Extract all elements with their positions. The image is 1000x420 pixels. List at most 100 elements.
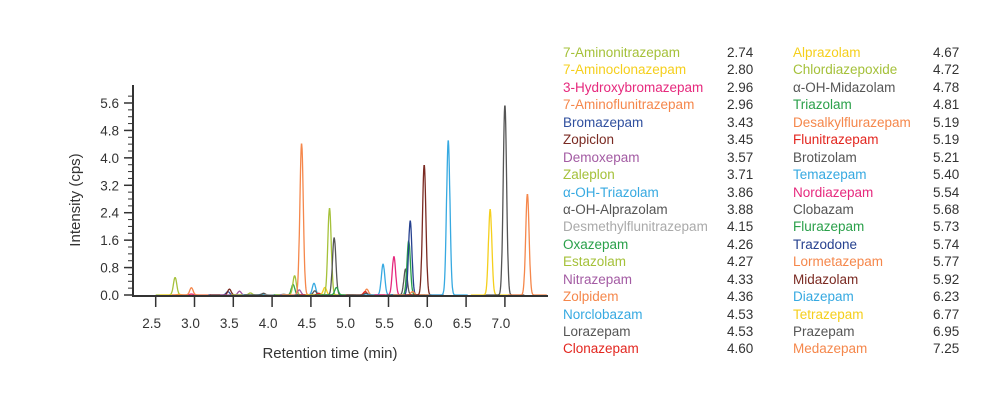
legend-retention-time: 2.96 xyxy=(727,79,754,95)
legend-item: Clobazam 5.68 xyxy=(793,201,983,218)
legend-compound-name: 7-Aminoflunitrazepam xyxy=(563,97,695,113)
legend-item: Demoxepam 3.57 xyxy=(563,149,763,166)
legend-retention-time: 2.96 xyxy=(727,97,754,113)
legend-retention-time: 5.19 xyxy=(933,132,960,148)
x-tick-label: 3.5 xyxy=(220,316,239,331)
legend-compound-name: Alprazolam xyxy=(793,45,861,60)
legend-item: Temazepam 5.40 xyxy=(793,166,983,183)
legend-item: 7-Aminoflunitrazepam 2.96 xyxy=(563,96,763,113)
y-tick-label: 4.8 xyxy=(100,123,119,138)
peak-tetrazepam xyxy=(470,208,510,296)
legend-compound-name: 3-Hydroxybromazepam xyxy=(563,79,704,95)
legend-compound-name: Norclobazam xyxy=(563,306,643,322)
legend-item: Nitrazepam 4.33 xyxy=(563,271,763,288)
legend-item: Zaleplon 3.71 xyxy=(563,166,763,183)
x-axis-title: Retention time (min) xyxy=(262,345,397,362)
y-tick-label: 3.2 xyxy=(100,178,119,193)
y-tick-label: 0.8 xyxy=(100,261,119,276)
legend-item: Prazepam 6.95 xyxy=(793,323,983,340)
x-tick-label: 4.0 xyxy=(259,316,278,331)
x-tick-label: 7.0 xyxy=(492,316,511,331)
peak-chlordiazepoxide xyxy=(310,207,349,296)
legend-retention-time: 4.36 xyxy=(727,289,754,305)
x-tick-label: 5.5 xyxy=(375,316,394,331)
legend-compound-name: Lormetazepam xyxy=(793,254,884,270)
legend-compound-name: α-OH-Alprazolam xyxy=(563,201,668,217)
legend-retention-time: 2.80 xyxy=(727,62,754,78)
legend-retention-time: 4.15 xyxy=(727,219,754,235)
legend-compound-name: Tetrazepam xyxy=(793,306,864,322)
legend-item: Chlordiazepoxide 4.72 xyxy=(793,61,983,78)
legend-retention-time: 7.25 xyxy=(933,341,960,357)
legend-compound-name: 7-Aminoclonazepam xyxy=(563,62,687,78)
legend-compound-name: Lorazepam xyxy=(563,324,631,339)
legend-retention-time: 4.26 xyxy=(727,236,754,252)
legend-retention-time: 5.74 xyxy=(933,236,960,252)
legend-item: α-OH-Triazolam 3.86 xyxy=(563,184,763,201)
legend-compound-name: Triazolam xyxy=(793,97,852,113)
y-tick-label: 2.4 xyxy=(100,206,119,221)
legend-item: Flurazepam 5.73 xyxy=(793,218,983,235)
legend-compound-name: Prazepam xyxy=(793,324,855,339)
legend-compound-name: Flunitrazepam xyxy=(793,132,879,148)
legend-retention-time: 6.95 xyxy=(933,324,960,339)
legend-item: Tetrazepam 6.77 xyxy=(793,306,983,323)
legend-compound-name: Zopiclon xyxy=(563,132,615,148)
legend-compound-name: Zolpidem xyxy=(563,289,619,305)
legend-item: Zolpidem 4.36 xyxy=(563,288,763,305)
y-axis-title: Intensity (cps) xyxy=(67,153,84,246)
legend-compound-name: Estazolam xyxy=(563,254,627,270)
y-tick-label: 4.0 xyxy=(100,151,119,166)
legend-compound-name: Clobazam xyxy=(793,201,854,217)
legend-item: Desalkylflurazepam 5.19 xyxy=(793,114,983,131)
peak-prazepam xyxy=(485,105,525,296)
legend-item: Midazolam 5.92 xyxy=(793,271,983,288)
legend-retention-time: 3.86 xyxy=(727,184,754,200)
x-tick-label: 3.0 xyxy=(181,316,200,331)
legend-retention-time: 4.67 xyxy=(933,45,960,60)
x-tick-label: 6.5 xyxy=(453,316,472,331)
legend-retention-time: 5.68 xyxy=(933,201,960,217)
legend-retention-time: 4.53 xyxy=(727,306,754,322)
legend-retention-time: 5.77 xyxy=(933,254,960,270)
x-tick-label: 6.0 xyxy=(414,316,433,331)
legend-item: Zopiclon 3.45 xyxy=(563,131,763,148)
legend-retention-time: 6.23 xyxy=(933,289,960,305)
legend-item: Estazolam 4.27 xyxy=(563,253,763,270)
legend-compound-name: Nordiazepam xyxy=(793,184,874,200)
legend-retention-time: 5.92 xyxy=(933,271,960,287)
y-tick-label: 5.6 xyxy=(100,96,119,111)
legend-retention-time: 5.19 xyxy=(933,114,960,130)
legend-retention-time: 4.33 xyxy=(727,271,754,287)
x-tick-label: 5.0 xyxy=(336,316,355,331)
legend-item: 3-Hydroxybromazepam 2.96 xyxy=(563,79,763,96)
legend-retention-time: 4.27 xyxy=(727,254,754,270)
y-tick-label: 1.6 xyxy=(100,233,119,248)
legend-compound-name: Oxazepam xyxy=(563,236,629,252)
legend-compound-name: 7-Aminonitrazepam xyxy=(563,45,681,60)
legend-compound-name: Trazodone xyxy=(793,236,858,252)
legend-retention-time: 4.53 xyxy=(727,324,754,339)
legend-column-1: 7-Aminonitrazepam 2.74 7-Aminoclonazepam 2.… xyxy=(563,44,763,358)
legend-retention-time: 4.81 xyxy=(933,97,960,113)
x-tick-label: 2.5 xyxy=(142,316,161,331)
legend-item: Norclobazam 4.53 xyxy=(563,306,763,323)
legend-retention-time: 2.74 xyxy=(727,45,754,60)
legend-compound-name: Desmethylflunitrazepam xyxy=(563,219,708,235)
legend-compound-name: Chlordiazepoxide xyxy=(793,62,898,78)
legend-compound-name: Clonazepam xyxy=(563,341,639,357)
legend-compound-name: Temazepam xyxy=(793,167,867,183)
legend-retention-time: 3.88 xyxy=(727,201,754,217)
legend-item: Desmethylflunitrazepam 4.15 xyxy=(563,218,763,235)
legend-item: 7-Aminoclonazepam 2.80 xyxy=(563,61,763,78)
legend-compound-name: Desalkylflurazepam xyxy=(793,114,911,130)
legend-compound-name: Medazepam xyxy=(793,341,868,357)
legend-compound-name: Brotizolam xyxy=(793,149,857,165)
legend-retention-time: 4.72 xyxy=(933,62,960,78)
legend-compound-name: α-OH-Triazolam xyxy=(563,184,659,200)
legend-item: Nordiazepam 5.54 xyxy=(793,184,983,201)
legend-item: Diazepam 6.23 xyxy=(793,288,983,305)
legend-compound-name: Nitrazepam xyxy=(563,271,633,287)
legend-compound-name: Midazolam xyxy=(793,271,859,287)
legend-retention-time: 5.40 xyxy=(933,167,960,183)
